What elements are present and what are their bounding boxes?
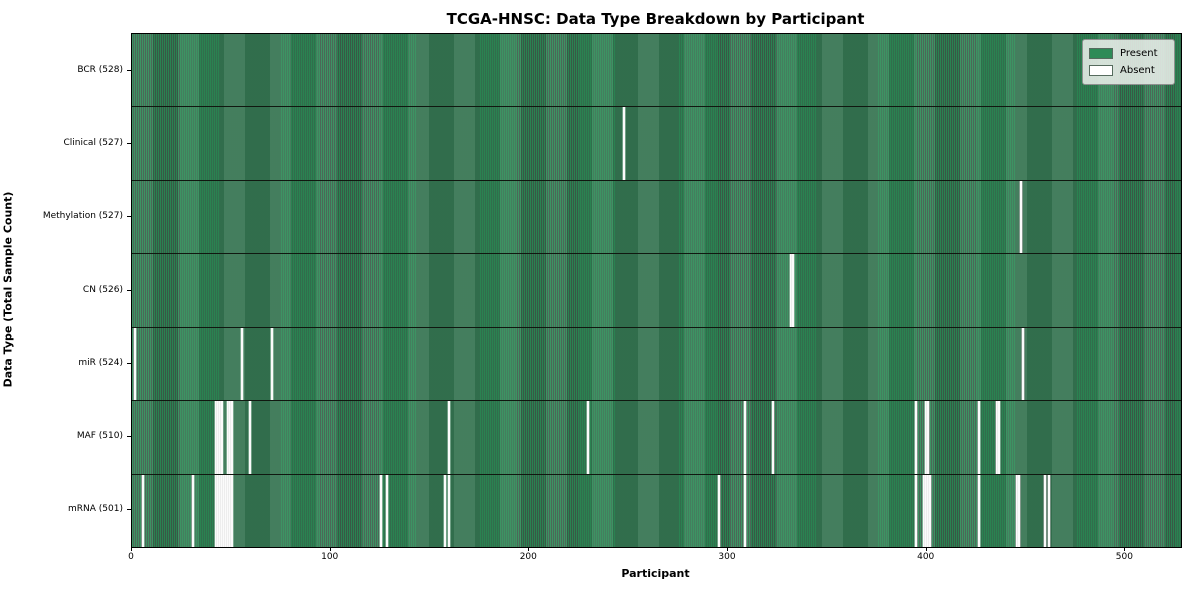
absent-stripe	[978, 474, 981, 547]
absent-stripe	[231, 401, 234, 474]
absent-stripe	[922, 474, 925, 547]
absent-stripe	[231, 474, 234, 547]
y-tick-mark	[127, 289, 131, 291]
x-tick-label: 100	[321, 552, 339, 562]
absent-stripe	[586, 401, 590, 474]
absent-stripe	[914, 474, 917, 547]
absent-stripe	[926, 474, 929, 547]
absent-stripe	[622, 107, 625, 180]
x-tick-mark	[131, 547, 132, 551]
y-tick-label: mRNA (501)	[68, 504, 123, 515]
x-tick-label: 300	[718, 552, 736, 562]
absent-stripe	[227, 401, 230, 474]
absent-stripe	[743, 474, 746, 547]
y-tick-mark	[127, 362, 131, 364]
present-swatch-icon	[1089, 48, 1113, 59]
x-tick-label: 400	[917, 552, 935, 562]
absent-stripe	[996, 401, 999, 474]
absent-stripe	[1016, 474, 1019, 547]
plot-area	[131, 33, 1182, 548]
absent-stripe	[191, 474, 194, 547]
absent-stripe	[928, 474, 931, 547]
absent-stripe	[221, 474, 224, 547]
absent-stripe	[271, 327, 274, 401]
heatmap-row-BCR	[132, 34, 1181, 108]
absent-stripe	[241, 327, 244, 401]
x-tick-mark	[1124, 547, 1126, 551]
x-tick-label: 500	[1115, 552, 1133, 562]
legend-item-present: Present	[1089, 45, 1167, 62]
absent-stripe	[386, 474, 389, 547]
absent-stripe	[924, 401, 927, 474]
absent-stripe	[447, 401, 450, 474]
absent-stripe	[789, 254, 792, 327]
absent-stripe	[249, 401, 252, 474]
absent-stripe	[926, 401, 929, 474]
y-tick-mark	[127, 142, 131, 144]
absent-stripe	[1043, 474, 1046, 547]
x-tick-label: 0	[128, 552, 134, 562]
absent-stripe	[1047, 474, 1050, 547]
y-tick-mark	[127, 436, 131, 438]
legend: Present Absent	[1082, 39, 1175, 85]
absent-stripe	[223, 474, 226, 547]
absent-stripe	[219, 474, 222, 547]
heatmap-row-Clinical	[132, 107, 1181, 181]
absent-stripe	[221, 401, 224, 474]
absent-stripe	[914, 401, 917, 474]
y-tick-mark	[127, 509, 131, 511]
heatmap-row-mRNA	[132, 474, 1181, 547]
heatmap-row-Methylation	[132, 180, 1181, 255]
y-tick-mark	[127, 216, 131, 218]
absent-stripe	[229, 401, 232, 474]
absent-stripe	[447, 474, 450, 547]
absent-swatch-icon	[1089, 65, 1113, 76]
legend-item-absent: Absent	[1089, 62, 1167, 79]
absent-stripe	[141, 474, 145, 547]
absent-stripe	[1018, 474, 1021, 547]
x-tick-mark	[727, 547, 728, 551]
absent-stripe	[743, 401, 746, 474]
absent-stripe	[133, 327, 137, 401]
y-tick-label: CN (526)	[82, 284, 123, 295]
x-tick-mark	[528, 547, 530, 551]
y-tick-label: BCR (528)	[77, 64, 123, 75]
heatmap-row-miR	[132, 327, 1181, 402]
absent-stripe	[924, 474, 927, 547]
absent-stripe	[229, 474, 232, 547]
x-tick-mark	[329, 547, 331, 551]
absent-stripe	[718, 474, 721, 547]
absent-stripe	[225, 474, 228, 547]
absent-stripe	[380, 474, 383, 547]
y-tick-label: MAF (510)	[76, 431, 123, 442]
legend-label: Absent	[1120, 65, 1155, 76]
absent-stripe	[227, 474, 230, 547]
absent-stripe	[978, 401, 981, 474]
absent-stripe	[215, 401, 218, 474]
absent-stripe	[1022, 327, 1025, 401]
absent-stripe	[998, 401, 1001, 474]
y-tick-label: Methylation (527)	[42, 211, 123, 222]
absent-stripe	[771, 401, 774, 474]
absent-stripe	[219, 401, 222, 474]
absent-stripe	[443, 474, 446, 547]
x-tick-mark	[925, 547, 927, 551]
absent-stripe	[215, 474, 218, 547]
chart-title: TCGA-HNSC: Data Type Breakdown by Partic…	[446, 10, 865, 28]
absent-stripe	[217, 474, 220, 547]
y-tick-label: miR (524)	[78, 357, 123, 368]
heatmap-row-MAF	[132, 401, 1181, 475]
absent-stripe	[1020, 180, 1023, 254]
x-tick-label: 200	[519, 552, 537, 562]
x-axis-label: Participant	[621, 567, 690, 580]
absent-stripe	[217, 401, 220, 474]
y-tick-mark	[127, 69, 131, 71]
legend-label: Present	[1120, 48, 1158, 59]
y-tick-label: Clinical (527)	[63, 137, 123, 148]
absent-stripe	[791, 254, 794, 327]
heatmap-row-CN	[132, 254, 1181, 328]
